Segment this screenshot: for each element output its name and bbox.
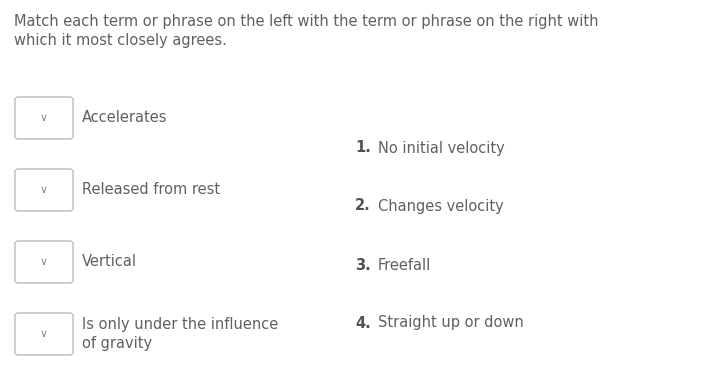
Text: Straight up or down: Straight up or down [378,316,523,330]
Text: ∨: ∨ [40,113,48,123]
Text: 3.: 3. [355,258,371,273]
Text: Accelerates: Accelerates [82,111,168,126]
FancyBboxPatch shape [15,241,73,283]
FancyBboxPatch shape [15,313,73,355]
Text: 2.: 2. [355,199,371,213]
FancyBboxPatch shape [15,97,73,139]
Text: Released from rest: Released from rest [82,183,220,197]
FancyBboxPatch shape [15,169,73,211]
Text: 4.: 4. [355,316,371,330]
Text: Changes velocity: Changes velocity [378,199,504,213]
Text: which it most closely agrees.: which it most closely agrees. [14,33,227,48]
Text: ∨: ∨ [40,329,48,339]
Text: Freefall: Freefall [378,258,431,273]
Text: Vertical: Vertical [82,255,137,269]
Text: ∨: ∨ [40,257,48,267]
Text: Match each term or phrase on the left with the term or phrase on the right with: Match each term or phrase on the left wi… [14,14,599,29]
Text: ∨: ∨ [40,185,48,195]
Text: No initial velocity: No initial velocity [378,140,505,156]
Text: Is only under the influence
of gravity: Is only under the influence of gravity [82,317,278,352]
Text: 1.: 1. [355,140,371,156]
